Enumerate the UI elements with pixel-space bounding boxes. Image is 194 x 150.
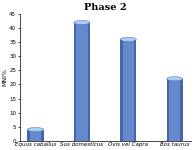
Y-axis label: MNI%: MNI% [3,68,8,86]
Bar [166,79,169,141]
Ellipse shape [120,37,136,41]
Bar [180,79,183,141]
Bar [134,39,136,141]
Ellipse shape [74,139,90,143]
Ellipse shape [120,139,136,143]
Bar [76,22,87,141]
Ellipse shape [74,20,90,24]
Bar [169,79,180,141]
Bar [120,39,123,141]
Bar [87,22,90,141]
Bar [41,130,44,141]
Ellipse shape [166,77,183,81]
Title: Phase 2: Phase 2 [84,3,126,12]
Bar [74,22,76,141]
Ellipse shape [27,128,44,132]
Bar [30,130,41,141]
Ellipse shape [27,139,44,143]
Ellipse shape [166,139,183,143]
Bar [123,39,134,141]
Bar [27,130,30,141]
